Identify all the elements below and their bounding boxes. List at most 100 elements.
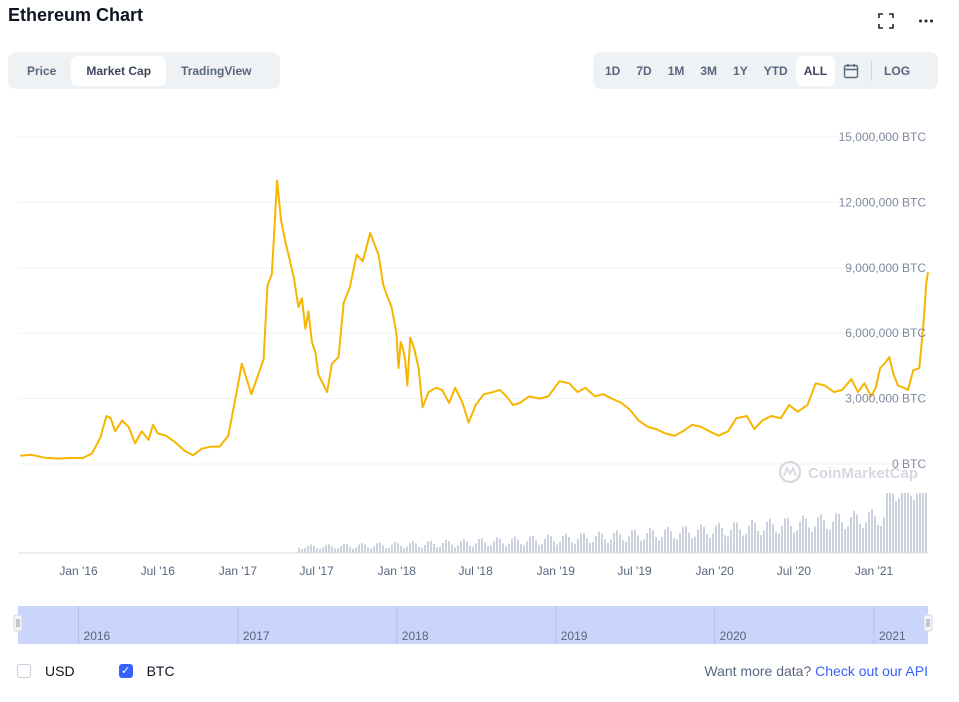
volume-bar	[889, 493, 891, 553]
fullscreen-icon[interactable]	[877, 12, 895, 30]
volume-bar	[463, 538, 465, 553]
volume-bar	[523, 545, 525, 553]
x-tick-label: Jan '18	[378, 564, 417, 578]
x-tick-label: Jul '20	[777, 564, 812, 578]
volume-bar	[367, 547, 369, 553]
volume-bar	[871, 509, 873, 553]
volume-bar	[868, 512, 870, 553]
more-icon[interactable]	[917, 12, 935, 30]
volume-bar	[883, 517, 885, 553]
volume-bar	[853, 510, 855, 553]
volume-bar	[460, 541, 462, 553]
volume-bar	[457, 545, 459, 553]
range-tabs: 1D 7D 1M 3M 1Y YTD ALL LOG	[593, 52, 938, 89]
volume-bar	[433, 544, 435, 553]
volume-bar	[793, 532, 795, 553]
volume-bar	[379, 542, 381, 553]
volume-bar	[532, 535, 534, 553]
volume-bar	[361, 543, 363, 553]
volume-bar	[718, 522, 720, 553]
volume-bar	[520, 544, 522, 553]
range-all[interactable]: ALL	[795, 55, 836, 86]
volume-bar	[544, 538, 546, 553]
tab-price[interactable]: Price	[27, 63, 57, 78]
volume-bar	[688, 532, 690, 553]
volume-bar	[625, 541, 627, 553]
volume-bars	[18, 493, 928, 554]
x-tick-label: Jul '17	[300, 564, 335, 578]
volume-bar	[490, 545, 492, 553]
range-1y[interactable]: 1Y	[733, 63, 748, 78]
volume-bar	[409, 543, 411, 553]
volume-bar	[874, 516, 876, 553]
volume-bar	[454, 547, 456, 553]
volume-bar	[835, 513, 837, 553]
volume-bar	[472, 546, 474, 553]
volume-bar	[439, 546, 441, 553]
volume-bar	[808, 527, 810, 553]
y-tick-label: 9,000,000 BTC	[845, 261, 926, 275]
api-link[interactable]: Check out our API	[815, 663, 928, 679]
volume-bar	[922, 493, 924, 553]
volume-bar	[826, 528, 828, 553]
volume-bar	[328, 544, 330, 553]
volume-bar	[757, 531, 759, 553]
calendar-button[interactable]	[835, 56, 867, 86]
volume-bar	[784, 518, 786, 553]
volume-bar	[304, 548, 306, 553]
range-1d[interactable]: 1D	[605, 63, 621, 78]
view-tabs: Price Market Cap TradingView	[8, 52, 280, 89]
tab-market-cap[interactable]: Market Cap	[71, 55, 167, 86]
volume-bar	[469, 545, 471, 553]
volume-bar	[514, 536, 516, 553]
volume-bar	[307, 545, 309, 553]
x-tick-label: Jan '21	[855, 564, 894, 578]
volume-bar	[580, 533, 582, 553]
navigator-year-label: 2019	[561, 629, 588, 643]
log-toggle[interactable]: LOG	[884, 63, 911, 78]
volume-bar	[706, 534, 708, 553]
volume-bar	[577, 539, 579, 553]
navigator-handle[interactable]	[13, 614, 23, 632]
volume-bar	[850, 516, 852, 553]
navigator-handle[interactable]	[923, 614, 933, 632]
volume-bar	[739, 529, 741, 553]
range-1m[interactable]: 1M	[667, 63, 685, 78]
x-tick-label: Jul '19	[617, 564, 652, 578]
volume-bar	[619, 534, 621, 553]
volume-bar	[694, 536, 696, 553]
range-ytd[interactable]: YTD	[763, 63, 788, 78]
volume-bar	[895, 501, 897, 553]
volume-bar	[349, 547, 351, 553]
volume-bar	[373, 546, 375, 553]
volume-bar	[841, 522, 843, 553]
volume-bar	[880, 525, 882, 553]
volume-bar	[448, 540, 450, 553]
api-promo-text: Want more data?	[704, 663, 812, 679]
volume-bar	[820, 514, 822, 553]
range-7d[interactable]: 7D	[636, 63, 652, 78]
volume-bar	[511, 538, 513, 553]
btc-checkbox[interactable]: ✓	[118, 664, 133, 678]
volume-bar	[919, 493, 921, 553]
volume-bar	[358, 544, 360, 553]
range-3m[interactable]: 3M	[700, 63, 718, 78]
volume-bar	[493, 541, 495, 553]
tab-tradingview[interactable]: TradingView	[181, 63, 252, 78]
usd-checkbox[interactable]	[17, 664, 31, 678]
volume-bar	[775, 532, 777, 553]
volume-bar	[322, 547, 324, 553]
svg-text:CoinMarketCap: CoinMarketCap	[808, 465, 918, 482]
volume-bar	[352, 548, 354, 553]
volume-bar	[721, 527, 723, 553]
volume-bar	[631, 530, 633, 553]
volume-bar	[649, 528, 651, 553]
navigator-selection[interactable]	[18, 606, 928, 644]
volume-bar	[604, 539, 606, 553]
volume-bar	[676, 539, 678, 553]
volume-bar	[571, 542, 573, 553]
range-navigator[interactable]: 2016 2017 2018 2019 2020 2021	[13, 606, 933, 644]
x-axis: Jan '16 Jul '16 Jan '17 Jul '17 Jan '18 Jul '…	[59, 564, 893, 578]
volume-bar	[364, 544, 366, 553]
